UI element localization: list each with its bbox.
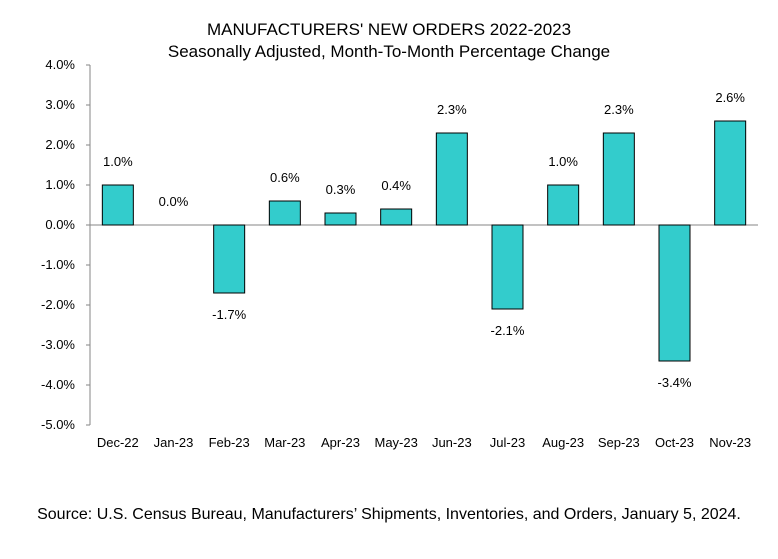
data-label: 2.6% [715, 90, 745, 105]
data-label: -2.1% [491, 323, 525, 338]
y-tick-label: -5.0% [41, 417, 75, 432]
bar-oct-23 [658, 224, 691, 362]
y-tick-label: 1.0% [45, 177, 75, 192]
x-tick-label: Mar-23 [264, 435, 305, 450]
bar-feb-23 [213, 224, 246, 294]
data-label: 2.3% [437, 102, 467, 117]
x-tick-label: Jan-23 [154, 435, 194, 450]
bar-aug-23 [547, 184, 580, 226]
bar-may-23 [380, 208, 413, 226]
bar-jun-23 [435, 132, 468, 226]
y-tick-label: -1.0% [41, 257, 75, 272]
y-tick-label: 4.0% [45, 57, 75, 72]
chart-title: MANUFACTURERS' NEW ORDERS 2022-2023 [206, 20, 572, 39]
bar-sep-23 [602, 132, 635, 226]
data-label: 2.3% [604, 102, 634, 117]
x-tick-label: Feb-23 [209, 435, 250, 450]
y-tick-label: -3.0% [41, 337, 75, 352]
y-tick-label: -4.0% [41, 377, 75, 392]
data-label: -3.4% [658, 375, 692, 390]
x-tick-label: May-23 [374, 435, 417, 450]
data-label: 0.3% [326, 182, 356, 197]
y-tick-label: -2.0% [41, 297, 75, 312]
y-tick-label: 3.0% [45, 97, 75, 112]
x-tick-label: Oct-23 [655, 435, 694, 450]
x-tick-label: Sep-23 [598, 435, 640, 450]
x-tick-label: Jul-23 [490, 435, 525, 450]
y-tick-label: 2.0% [45, 137, 75, 152]
x-tick-label: Jun-23 [432, 435, 472, 450]
data-label: -1.7% [212, 307, 246, 322]
x-tick-label: Nov-23 [709, 435, 751, 450]
bar-mar-23 [268, 200, 301, 226]
data-label: 1.0% [548, 154, 578, 169]
x-tick-label: Aug-23 [542, 435, 584, 450]
chart-subtitle: Seasonally Adjusted, Month-To-Month Perc… [167, 42, 611, 61]
source-note: Source: U.S. Census Bureau, Manufacturer… [37, 506, 741, 523]
bar-jul-23 [491, 224, 524, 310]
bar-nov-23 [714, 120, 747, 226]
bar-apr-23 [324, 212, 357, 226]
data-label: 0.0% [159, 194, 189, 209]
data-label: 0.6% [270, 170, 300, 185]
x-tick-label: Dec-22 [97, 435, 139, 450]
data-label: 1.0% [103, 154, 133, 169]
y-tick-label: 0.0% [45, 217, 75, 232]
x-tick-label: Apr-23 [321, 435, 360, 450]
data-label: 0.4% [381, 178, 411, 193]
bar-dec-22 [101, 184, 134, 226]
